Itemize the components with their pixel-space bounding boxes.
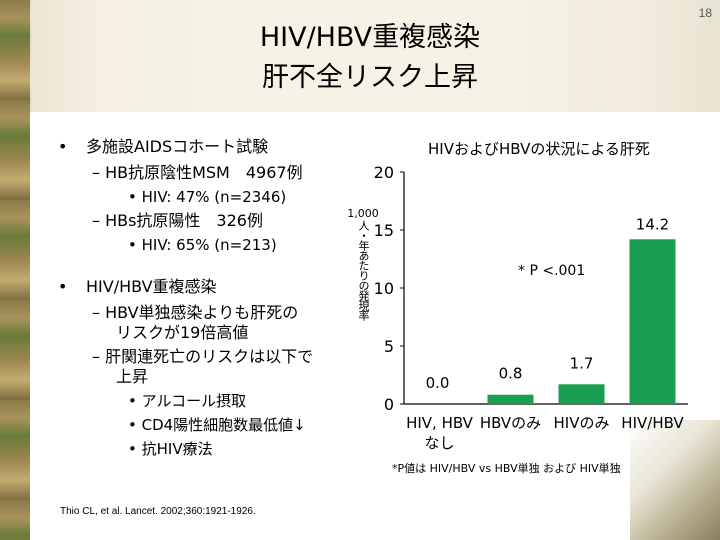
slide-title: HIV/HBV重複感染 肝不全リスク上昇	[200, 18, 540, 98]
chart-footnote: *P値は HIV/HBV vs HBV単独 および HIV単独	[392, 462, 621, 475]
bullet-2-sub-1-line1: – HBV単独感染よりも肝死の	[92, 303, 299, 322]
bullet-1-sub-2-item: • HIV: 65% (n=213)	[128, 236, 277, 254]
chart-title: HIVおよびHBVの状況による肝死	[428, 140, 650, 158]
bullet-1-sub-1: – HB抗原陰性MSM 4967例	[92, 163, 303, 182]
slide-title-line2: 肝不全リスク上昇	[262, 62, 478, 93]
bullet-1-sub-2: – HBs抗原陽性 326例	[92, 211, 263, 230]
bullet-2-text: HIV/HBV重複感染	[86, 277, 217, 296]
y-axis-label-vertical: 人・年あたりの発現率	[357, 220, 370, 320]
bullet-marker-1: •	[58, 137, 68, 156]
bullet-2-sub-1-line2: リスクが19倍高値	[116, 323, 249, 342]
citation: Thio CL, et al. Lancet. 2002;360:1921-19…	[60, 506, 256, 517]
bullet-2-sub-2-item-1: • アルコール摂取	[128, 392, 247, 410]
bullet-1-sub-1-item: • HIV: 47% (n=2346)	[128, 188, 287, 206]
decorative-corner	[630, 420, 720, 540]
y-axis-label: 1,000 人・年あたりの発現率	[346, 208, 380, 323]
bullet-2-sub-2-item-3: • 抗HIV療法	[128, 440, 213, 458]
bullet-2-sub-2-item-2: • CD4陽性細胞数最低値↓	[128, 416, 306, 434]
page-number: 18	[698, 6, 712, 20]
significance-annotation: * P <.001	[518, 263, 586, 279]
decorative-left-strip	[0, 0, 32, 540]
slide-content	[30, 112, 720, 540]
title-panel	[30, 0, 720, 112]
slide-title-line1: HIV/HBV重複感染	[259, 22, 481, 53]
bullet-marker-2: •	[58, 277, 68, 296]
bullet-1-text: 多施設AIDSコホート試験	[86, 137, 269, 156]
y-axis-label-top: 1,000	[347, 207, 379, 220]
bullet-2-sub-2-line1: – 肝関連死亡のリスクは以下で	[92, 347, 314, 366]
bullet-2-sub-2-line2: 上昇	[116, 367, 149, 386]
